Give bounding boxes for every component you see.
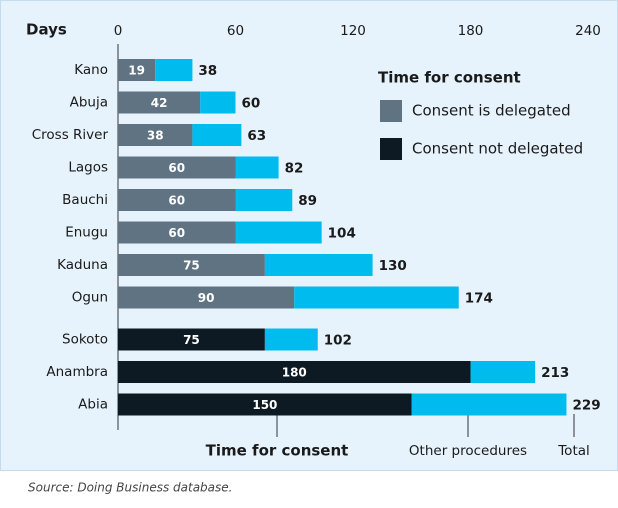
- value-label: 150: [252, 398, 277, 412]
- bar-segment: [118, 124, 193, 146]
- total-label: 63: [247, 128, 266, 144]
- total-label: 82: [285, 161, 304, 177]
- legend-label: Consent not delegated: [412, 140, 583, 158]
- bar-segment: [235, 156, 279, 179]
- y-tick-label: Kano: [74, 62, 108, 78]
- bar-segment: [200, 91, 236, 114]
- value-label: 19: [128, 64, 145, 78]
- total-label: 60: [242, 96, 261, 112]
- value-label: 38: [147, 129, 164, 143]
- total-label: 104: [328, 226, 356, 242]
- x-tick-label: 120: [340, 23, 366, 39]
- bar-segment: [264, 254, 373, 276]
- bar-segment: [118, 59, 156, 81]
- bar-segment: [118, 328, 265, 351]
- total-label: 102: [324, 333, 352, 349]
- value-label: 60: [168, 194, 185, 208]
- legend-title: Time for consent: [378, 69, 521, 87]
- bar-segment: [264, 328, 318, 351]
- value-label: 42: [151, 96, 168, 110]
- value-label: 90: [198, 291, 215, 305]
- total-label: 38: [198, 63, 217, 79]
- bar-segment: [118, 156, 236, 179]
- bar-segment: [235, 221, 322, 244]
- y-tick-label: Kaduna: [57, 257, 108, 273]
- bar-segment: [118, 221, 236, 244]
- bar-segment: [118, 91, 201, 114]
- bar-segment: [118, 189, 236, 211]
- x-tick-label: 180: [458, 23, 484, 39]
- total-label: 89: [298, 193, 317, 209]
- value-label: 75: [183, 259, 200, 273]
- total-label: 229: [572, 398, 600, 414]
- bar-segment: [294, 286, 459, 309]
- legend-swatch: [380, 138, 402, 160]
- bar-segment: [235, 189, 293, 211]
- legend-swatch: [380, 100, 402, 122]
- bar-segment: [118, 254, 265, 276]
- total-label: 213: [541, 365, 569, 381]
- bar-segment: [118, 286, 295, 309]
- bar-segment: [470, 361, 536, 383]
- y-tick-label: Ogun: [72, 290, 108, 306]
- bar-segment: [411, 393, 567, 416]
- source: Source: Doing Business database.: [28, 481, 232, 495]
- value-label: 60: [168, 161, 185, 175]
- y-tick-label: Abuja: [70, 95, 108, 111]
- total-label: 130: [379, 258, 407, 274]
- bar-segment: [192, 124, 242, 146]
- axis-label: Days: [26, 21, 67, 39]
- y-tick-label: Abia: [78, 397, 108, 413]
- y-tick-label: Sokoto: [62, 332, 108, 348]
- y-tick-label: Cross River: [32, 127, 109, 143]
- value-label: 60: [168, 226, 185, 240]
- bar-segment: [118, 393, 412, 416]
- total-label: 174: [465, 291, 493, 307]
- value-label: 75: [183, 333, 200, 347]
- y-tick-label: Enugu: [65, 225, 108, 241]
- x-tick-label: 0: [114, 23, 123, 39]
- x-tick-label: 60: [227, 23, 244, 39]
- value-label: 180: [282, 366, 307, 380]
- bar-segment: [118, 361, 471, 383]
- y-tick-label: Bauchi: [62, 192, 108, 208]
- x-tick-label: 240: [575, 23, 601, 39]
- bar-segment: [155, 59, 193, 81]
- other-annotation: Other procedures: [409, 443, 527, 459]
- consent-annotation: Time for consent: [206, 442, 349, 460]
- y-tick-label: Anambra: [46, 364, 108, 380]
- y-tick-label: Lagos: [68, 160, 108, 176]
- total-annotation: Total: [557, 443, 590, 459]
- legend-label: Consent is delegated: [412, 102, 571, 120]
